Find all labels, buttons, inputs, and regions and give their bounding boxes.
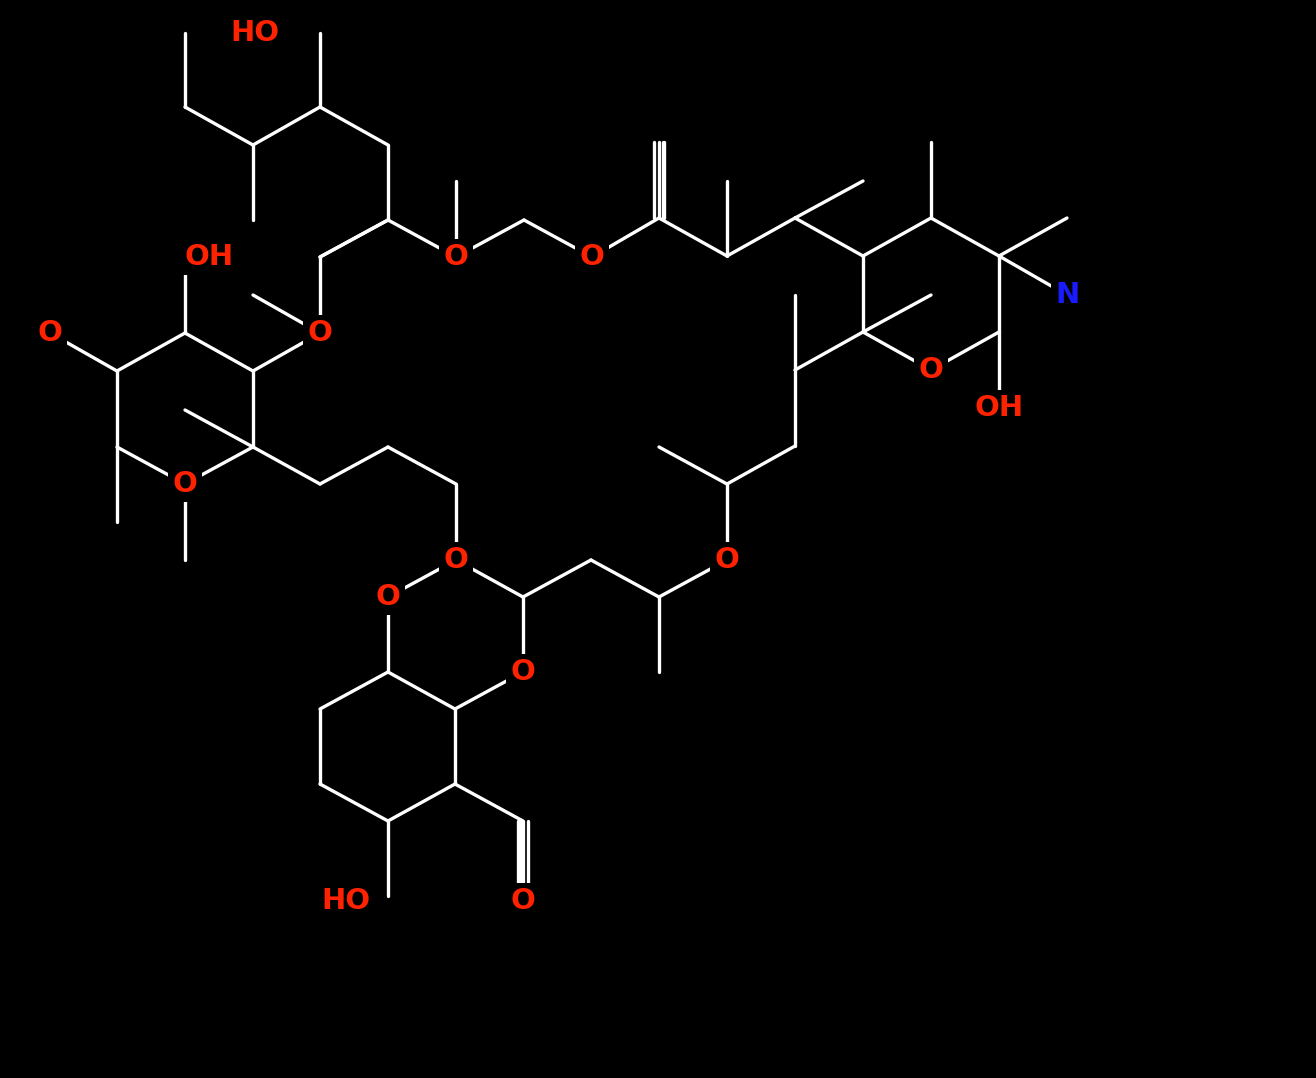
Text: O: O [919,356,944,384]
Text: OH: OH [974,393,1024,421]
Text: O: O [511,658,536,686]
Text: OH: OH [186,243,234,271]
Text: O: O [375,583,400,611]
Text: O: O [511,887,536,915]
Text: N: N [1055,281,1079,309]
Text: HO: HO [321,887,370,915]
Text: O: O [579,243,604,271]
Text: O: O [715,545,740,573]
Text: O: O [172,470,197,498]
Text: O: O [443,545,468,573]
Text: O: O [38,319,62,347]
Text: O: O [443,243,468,271]
Text: HO: HO [230,19,279,47]
Text: O: O [308,319,333,347]
